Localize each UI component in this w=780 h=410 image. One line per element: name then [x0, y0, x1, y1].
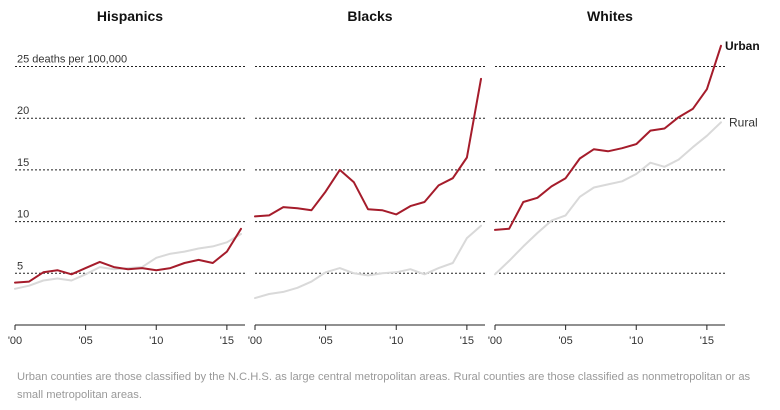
x-tick-label: '00 [248, 335, 262, 347]
x-tick-label: '05 [78, 335, 92, 347]
y-tick-label: 10 [17, 209, 29, 221]
series-line-rural [494, 121, 722, 276]
panel-title: Whites [587, 8, 633, 24]
panel-whites: Whites '00 '05 '10 '15 Urban Rural [488, 8, 760, 347]
series-line-urban [14, 227, 242, 284]
x-tick-label: '05 [558, 335, 572, 347]
series-line-urban [254, 77, 482, 218]
y-tick-label: 15 [17, 157, 29, 169]
x-tick-label: '15 [460, 335, 474, 347]
panel-title: Blacks [347, 8, 392, 24]
x-tick-label: '05 [318, 335, 332, 347]
source-note: Urban counties are those classified by t… [17, 371, 751, 401]
panel-hispanics: Hispanics 25 deaths per 100,000 20 15 10 5 '00… [8, 8, 245, 347]
small-multiples-chart: Hispanics 25 deaths per 100,000 20 15 10 5 '00… [8, 8, 760, 347]
x-tick-label: '15 [700, 335, 714, 347]
panel-title: Hispanics [97, 8, 163, 24]
x-tick-label: '10 [629, 335, 643, 347]
series-line-rural [14, 233, 242, 290]
series-label-rural: Rural [729, 115, 758, 129]
x-tick-label: '10 [389, 335, 403, 347]
series-line-rural [254, 224, 482, 300]
series-line-urban [494, 44, 722, 231]
x-tick-label: '00 [488, 335, 502, 347]
panel-blacks: Blacks '00 '05 '10 '15 [248, 8, 485, 347]
y-tick-label: 25 deaths per 100,000 [17, 54, 127, 66]
x-tick-label: '15 [220, 335, 234, 347]
x-tick-label: '10 [149, 335, 163, 347]
y-tick-label: 20 [17, 105, 29, 117]
series-label-urban: Urban [725, 39, 760, 53]
x-tick-label: '00 [8, 335, 22, 347]
y-tick-label: 5 [17, 260, 23, 272]
